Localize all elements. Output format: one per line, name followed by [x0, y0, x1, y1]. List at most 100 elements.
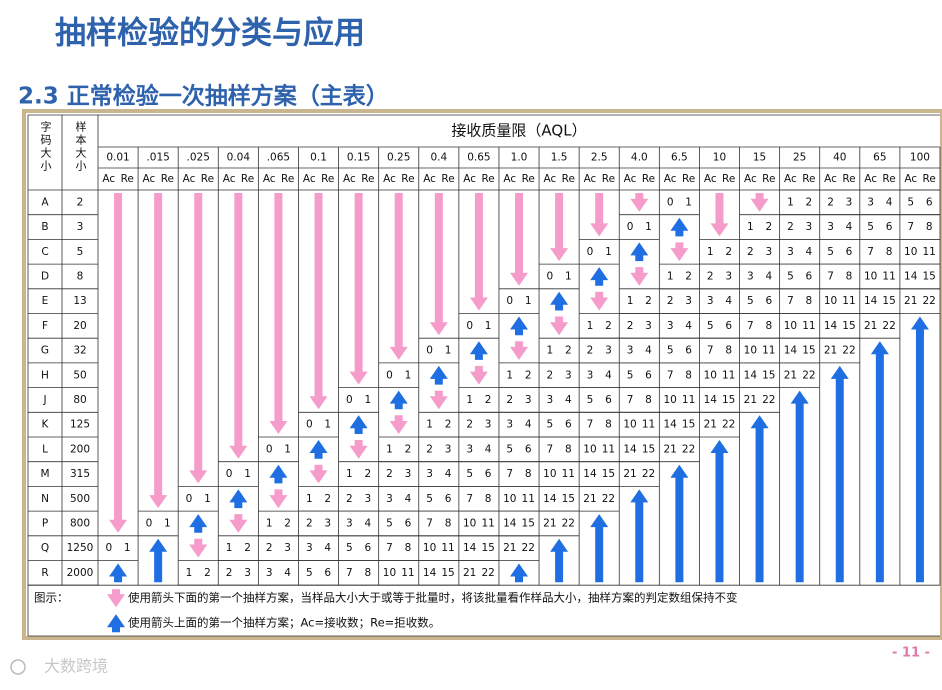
ac-header: Ac	[704, 173, 717, 185]
ac-value: 2	[667, 295, 674, 307]
arrow-up	[750, 415, 769, 583]
sample-size: 80	[73, 394, 86, 406]
arrow-down	[389, 415, 408, 434]
sample-size: 2000	[67, 567, 94, 579]
re-value: 3	[364, 493, 371, 505]
ac-value: 1	[707, 246, 714, 258]
ac-value: 10	[663, 394, 676, 406]
arrow-down	[109, 193, 128, 533]
ac-value: 0	[105, 542, 112, 554]
re-value: 1	[124, 542, 131, 554]
ac-value: 14	[623, 443, 637, 455]
sample-size: 200	[70, 443, 90, 455]
ac-value: 2	[426, 443, 433, 455]
re-value: 15	[882, 295, 895, 307]
ac-header: Ac	[143, 173, 156, 185]
ac-value: 5	[587, 394, 594, 406]
re-value: 1	[164, 517, 171, 529]
re-value: 3	[244, 567, 251, 579]
re-value: 4	[765, 270, 772, 282]
ac-value: 1	[226, 542, 233, 554]
re-value: 8	[645, 394, 652, 406]
arrow-up	[309, 440, 328, 459]
re-value: 3	[765, 246, 772, 258]
re-value: 8	[605, 419, 612, 431]
re-value: 15	[642, 443, 655, 455]
ac-value: 7	[547, 443, 554, 455]
re-header: Re	[401, 173, 414, 185]
ac-value: 5	[306, 567, 313, 579]
re-value: 2	[765, 221, 772, 233]
aql-label: 0.15	[347, 152, 370, 164]
ac-value: 10	[824, 295, 837, 307]
arrow-down	[229, 193, 248, 459]
re-value: 8	[445, 517, 452, 529]
re-value: 1	[405, 369, 412, 381]
re-value: 6	[565, 419, 572, 431]
ac-value: 1	[667, 270, 674, 282]
re-header: Re	[161, 173, 174, 185]
arrow-up	[189, 514, 208, 533]
arrow-down	[269, 193, 288, 434]
sample-size: 1250	[67, 542, 94, 554]
sample-size: 20	[73, 320, 86, 332]
re-header: Re	[722, 173, 735, 185]
sample-size: 2	[77, 196, 84, 208]
re-header: Re	[642, 173, 655, 185]
re-value: 11	[722, 369, 735, 381]
arrow-down	[750, 193, 769, 212]
arrow-down	[510, 341, 528, 360]
arrow-down	[189, 193, 208, 484]
aql-label: 4.0	[631, 152, 648, 164]
ac-value: 2	[587, 345, 594, 357]
code: R	[41, 567, 48, 579]
re-value: 22	[922, 295, 935, 307]
arrow-down	[429, 390, 448, 410]
re-header: Re	[923, 173, 936, 185]
code: M	[40, 468, 49, 480]
re-value: 2	[364, 468, 371, 480]
code: N	[41, 493, 49, 505]
code: F	[42, 320, 48, 332]
code: A	[41, 196, 49, 208]
re-value: 8	[886, 246, 893, 258]
ac-value: 14	[744, 369, 758, 381]
re-value: 15	[522, 517, 535, 529]
re-header: Re	[602, 173, 615, 185]
arrow-down	[590, 193, 609, 237]
re-value: 1	[605, 246, 612, 258]
ac-value: 0	[146, 517, 153, 529]
ac-header: Ac	[824, 173, 837, 185]
ac-value: 0	[667, 196, 674, 208]
re-value: 8	[685, 369, 692, 381]
ac-value: 1	[747, 221, 754, 233]
sample-size: 800	[70, 517, 90, 529]
re-header: Re	[682, 173, 695, 185]
ac-value: 3	[667, 320, 674, 332]
ac-value: 1	[627, 295, 634, 307]
arrow-up	[870, 341, 889, 583]
code: L	[42, 443, 48, 455]
re-value: 8	[806, 295, 813, 307]
arrow-up	[550, 291, 569, 311]
re-value: 15	[682, 419, 695, 431]
re-value: 2	[405, 443, 412, 455]
re-value: 11	[441, 542, 454, 554]
arrow-down	[229, 514, 248, 533]
re-value: 4	[284, 567, 291, 579]
ac-header: Ac	[102, 173, 115, 185]
ac-value: 1	[266, 517, 273, 529]
code: P	[42, 517, 48, 529]
re-value: 4	[324, 542, 331, 554]
re-value: 4	[605, 369, 612, 381]
arrow-down	[469, 365, 488, 385]
ac-value: 3	[426, 468, 433, 480]
code: B	[41, 221, 48, 233]
ac-value: 1	[466, 394, 473, 406]
ac-value: 3	[506, 419, 513, 431]
ac-header: Ac	[503, 173, 516, 185]
ac-value: 3	[587, 369, 594, 381]
re-value: 11	[522, 493, 535, 505]
ac-value: 10	[383, 567, 396, 579]
ac-value: 10	[463, 517, 476, 529]
